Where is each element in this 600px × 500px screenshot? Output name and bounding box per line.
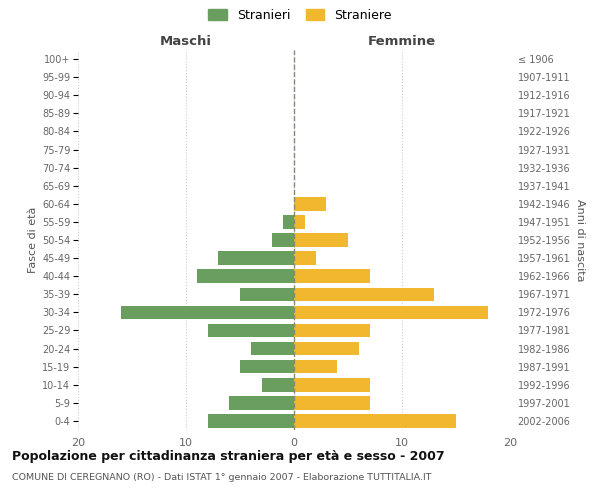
Bar [294, 270, 370, 283]
Bar [294, 233, 348, 247]
Text: Popolazione per cittadinanza straniera per età e sesso - 2007: Popolazione per cittadinanza straniera p… [12, 450, 445, 463]
Bar [283, 215, 294, 228]
Text: COMUNE DI CEREGNANO (RO) - Dati ISTAT 1° gennaio 2007 - Elaborazione TUTTITALIA.: COMUNE DI CEREGNANO (RO) - Dati ISTAT 1°… [12, 472, 431, 482]
Y-axis label: Anni di nascita: Anni di nascita [575, 198, 584, 281]
Bar [240, 360, 294, 374]
Bar [197, 270, 294, 283]
Bar [294, 342, 359, 355]
Bar [272, 233, 294, 247]
Bar [294, 252, 316, 265]
Bar [208, 414, 294, 428]
Bar [229, 396, 294, 409]
Bar [294, 414, 456, 428]
Bar [251, 342, 294, 355]
Bar [294, 215, 305, 228]
Bar [208, 324, 294, 338]
Bar [218, 252, 294, 265]
Bar [262, 378, 294, 392]
Legend: Stranieri, Straniere: Stranieri, Straniere [206, 6, 394, 24]
Bar [294, 378, 370, 392]
Bar [294, 360, 337, 374]
Y-axis label: Fasce di età: Fasce di età [28, 207, 38, 273]
Text: Maschi: Maschi [160, 35, 212, 48]
Bar [294, 396, 370, 409]
Bar [294, 197, 326, 210]
Bar [294, 306, 488, 319]
Bar [294, 288, 434, 301]
Text: Femmine: Femmine [368, 35, 436, 48]
Bar [240, 288, 294, 301]
Bar [294, 324, 370, 338]
Bar [121, 306, 294, 319]
